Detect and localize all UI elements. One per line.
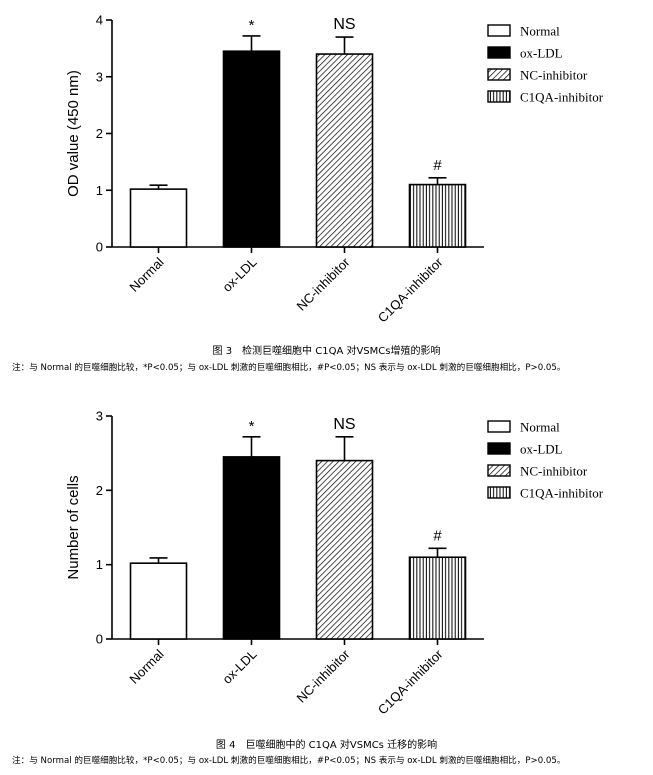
significance-label-c1qa-inhibitor: #	[433, 527, 442, 544]
bar-ox-ldl	[222, 456, 281, 640]
y-tick-label: 3	[96, 69, 103, 84]
x-tick-label: Normal	[126, 646, 166, 686]
legend-label-nc-inhibitor: NC-inhibitor	[520, 68, 588, 83]
legend-label-c1qa-inhibitor: C1QA-inhibitor	[520, 90, 604, 105]
bar-ox-ldl	[222, 50, 281, 248]
bar-c1qa-inhibitor	[408, 556, 467, 640]
y-tick-label: 1	[96, 183, 103, 198]
bar-normal	[129, 562, 188, 640]
bar-nc-inhibitor	[315, 459, 374, 640]
legend-swatch-nc-inhibitor	[487, 464, 511, 477]
x-tick-label: ox-LDL	[219, 255, 259, 295]
legend-swatch-normal	[487, 420, 511, 433]
y-axis-label: OD value (450 nm)	[65, 70, 82, 197]
legend-swatch-ox-ldl	[487, 442, 511, 455]
legend-label-c1qa-inhibitor: C1QA-inhibitor	[520, 486, 604, 501]
od-value-bar-chart: 0 1 2 3 4 OD value (450 nm) Normal ox-LDL * NC-in…	[65, 13, 604, 326]
x-tick-label: Normal	[126, 254, 166, 294]
significance-label-ox-ldl: *	[249, 17, 255, 34]
y-tick-label: 0	[96, 632, 103, 647]
legend-swatch-c1qa-inhibitor	[487, 90, 511, 103]
y-axis-label: Number of cells	[65, 475, 82, 579]
x-tick-label: NC-inhibitor	[293, 646, 353, 706]
bar-c1qa-inhibitor	[408, 183, 467, 248]
y-tick-label: 3	[96, 409, 103, 424]
figure-4-caption: 图 4 巨噬细胞中的 C1QA 对VSMCs 迁移的影响	[215, 740, 438, 751]
significance-label-nc-inhibitor: NS	[333, 16, 355, 33]
bar-normal	[129, 188, 188, 248]
x-tick-label: C1QA-inhibitor	[375, 646, 446, 717]
bar-nc-inhibitor	[315, 53, 374, 248]
figure-4-note: 注：与 Normal 的巨噬细胞比较，*P<0.05；与 ox-LDL 刺激的巨…	[12, 756, 566, 766]
y-tick-label: 4	[96, 13, 103, 28]
legend-label-ox-ldl: ox-LDL	[520, 442, 563, 457]
y-tick-label: 1	[96, 557, 103, 572]
x-tick-label: ox-LDL	[219, 647, 259, 687]
x-tick-label: C1QA-inhibitor	[375, 254, 446, 325]
significance-label-c1qa-inhibitor: #	[433, 157, 442, 174]
cell-number-bar-chart: 0 1 2 3 Number of cells Normal ox-LDL * NC-inhib…	[65, 409, 604, 718]
legend-swatch-nc-inhibitor	[487, 68, 511, 81]
legend-swatch-normal	[487, 24, 511, 37]
legend-label-ox-ldl: ox-LDL	[520, 46, 563, 61]
legend-swatch-ox-ldl	[487, 46, 511, 59]
y-tick-label: 2	[96, 483, 103, 498]
legend-label-nc-inhibitor: NC-inhibitor	[520, 464, 588, 479]
figure-3-caption: 图 3 检测巨噬细胞中 C1QA 对VSMCs增殖的影响	[212, 346, 441, 357]
y-tick-label: 0	[96, 240, 103, 255]
y-tick-label: 2	[96, 126, 103, 141]
legend-swatch-c1qa-inhibitor	[487, 486, 511, 499]
significance-label-nc-inhibitor: NS	[333, 416, 355, 433]
x-tick-label: NC-inhibitor	[293, 254, 353, 314]
legend-label-normal: Normal	[520, 24, 560, 39]
significance-label-ox-ldl: *	[249, 418, 255, 435]
legend-label-normal: Normal	[520, 420, 560, 435]
figure-3-note: 注：与 Normal 的巨噬细胞比较，*P<0.05；与 ox-LDL 刺激的巨…	[12, 363, 566, 373]
